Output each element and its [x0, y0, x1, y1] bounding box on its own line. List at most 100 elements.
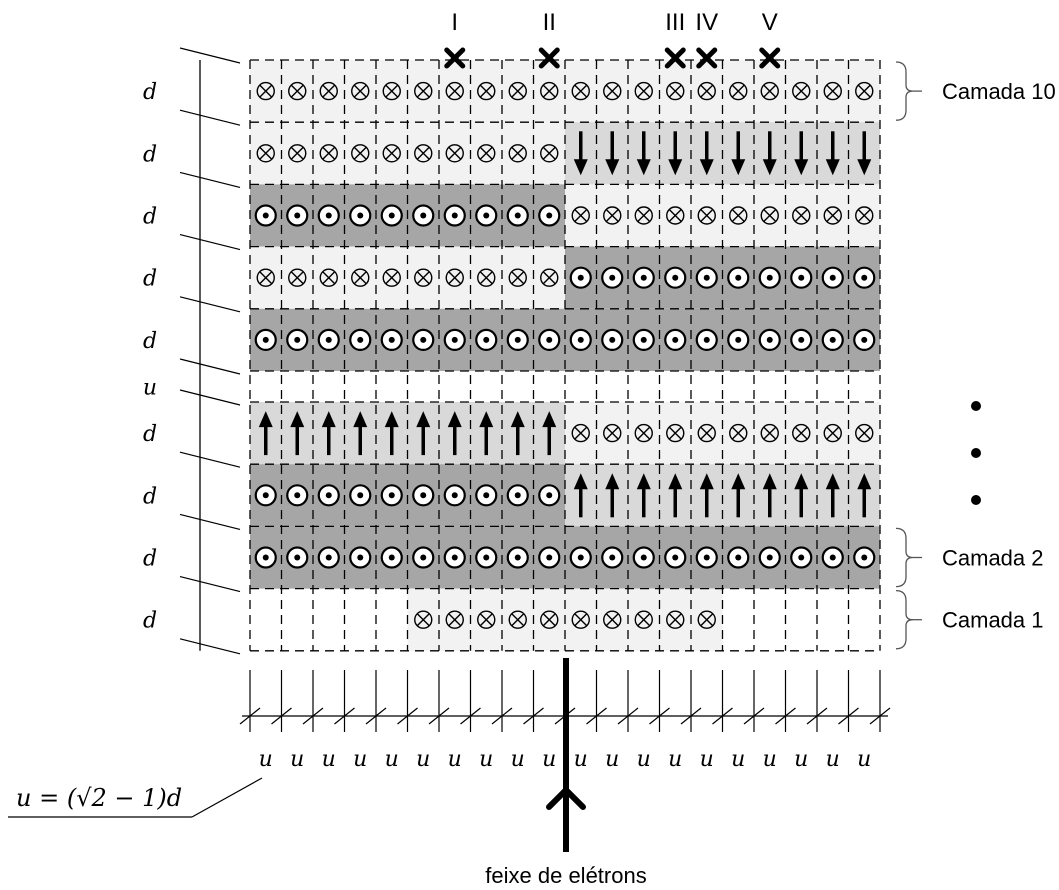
field-up-arrow	[762, 473, 777, 518]
horizontal-dimension-tick	[586, 707, 607, 725]
field-into-symbol	[729, 423, 748, 443]
field-into-symbol	[477, 610, 496, 629]
field-out-symbol	[286, 328, 309, 351]
field-into-symbol	[445, 81, 464, 101]
field-down-arrow	[636, 131, 651, 176]
field-out-symbol	[349, 484, 372, 507]
field-out-symbol	[853, 266, 876, 289]
field-out-symbol	[506, 546, 529, 569]
field-out-symbol	[853, 546, 876, 569]
field-up-arrow	[668, 473, 683, 518]
field-into-symbol	[508, 144, 527, 163]
horizontal-dimension-tick	[523, 707, 544, 725]
field-into-symbol	[351, 144, 370, 163]
field-out-symbol	[790, 546, 813, 569]
field-down-arrow	[731, 131, 746, 176]
field-out-symbol	[632, 266, 655, 289]
column-label: u	[322, 747, 336, 772]
field-up-arrow	[605, 473, 620, 518]
field-into-symbol	[414, 144, 433, 163]
field-out-symbol	[664, 328, 687, 351]
field-out-symbol	[317, 204, 340, 227]
field-up-arrow	[699, 473, 714, 518]
row-label: d	[143, 329, 157, 354]
field-into-symbol	[729, 206, 748, 225]
field-up-arrow	[290, 411, 305, 456]
column-label: u	[826, 747, 840, 772]
field-into-symbol	[760, 423, 779, 443]
horizontal-dimension-tick	[397, 707, 418, 725]
field-up-arrow	[857, 473, 872, 518]
field-out-symbol	[538, 204, 561, 227]
field-out-symbol	[727, 266, 750, 289]
field-into-symbol	[603, 423, 622, 443]
column-label: u	[637, 747, 651, 772]
vertical-dimension-tick	[179, 47, 241, 64]
field-into-symbol	[571, 423, 590, 443]
horizontal-dimension-tick	[302, 707, 324, 725]
field-into-symbol	[319, 144, 338, 163]
field-into-symbol	[508, 268, 527, 287]
field-up-arrow	[416, 411, 431, 456]
field-out-symbol	[821, 546, 844, 569]
row-label: d	[143, 142, 157, 167]
field-down-arrow	[825, 131, 840, 176]
column-label: u	[794, 747, 808, 772]
field-into-symbol	[760, 206, 779, 225]
field-down-arrow	[857, 131, 872, 176]
field-out-symbol	[569, 328, 592, 351]
brace	[895, 589, 914, 650]
column-label: u	[511, 747, 525, 772]
field-out-symbol	[286, 204, 309, 227]
layer-label-group: Camada 1	[895, 589, 1044, 650]
field-into-symbol	[571, 206, 590, 225]
field-into-symbol	[666, 610, 685, 629]
horizontal-dimension-tick	[239, 707, 261, 725]
field-up-arrow	[447, 411, 462, 456]
marker-cross	[696, 47, 718, 69]
field-into-symbol	[666, 423, 685, 443]
field-out-symbol	[317, 546, 340, 569]
field-out-symbol	[601, 546, 624, 569]
field-into-symbol	[603, 206, 622, 225]
row-label: d	[143, 422, 157, 447]
horizontal-dimension-tick	[617, 707, 639, 725]
field-into-symbol	[823, 206, 842, 225]
field-into-symbol	[288, 81, 307, 101]
field-into-symbol	[666, 81, 685, 101]
column-label: u	[290, 747, 304, 772]
field-out-symbol	[475, 328, 498, 351]
field-into-symbol	[414, 268, 433, 287]
field-up-arrow	[825, 473, 840, 518]
field-up-arrow	[258, 411, 273, 456]
field-out-symbol	[538, 484, 561, 507]
field-into-symbol	[729, 81, 748, 101]
field-out-symbol	[506, 328, 529, 351]
horizontal-dimension-tick	[649, 707, 670, 725]
vertical-dimension-tick	[179, 513, 241, 530]
field-into-symbol	[634, 423, 653, 443]
field-into-symbol	[634, 81, 653, 101]
layer-label: Camada 1	[942, 608, 1044, 633]
field-out-symbol	[758, 328, 781, 351]
field-out-symbol	[317, 484, 340, 507]
field-out-symbol	[286, 546, 309, 569]
column-label: u	[731, 747, 745, 772]
column-label: u	[700, 747, 714, 772]
marker-label: II	[543, 9, 556, 36]
field-out-symbol	[506, 204, 529, 227]
field-down-arrow	[794, 131, 809, 176]
field-up-arrow	[384, 411, 399, 456]
field-into-symbol	[792, 206, 811, 225]
horizontal-dimension-tick	[712, 707, 733, 725]
field-out-symbol	[317, 328, 340, 351]
field-out-symbol	[758, 546, 781, 569]
field-into-symbol	[697, 81, 716, 101]
column-label: u	[385, 747, 399, 772]
brace	[895, 61, 914, 121]
field-out-symbol	[349, 546, 372, 569]
field-out-symbol	[821, 328, 844, 351]
field-into-symbol	[256, 81, 275, 101]
horizontal-dimension-tick	[743, 707, 765, 725]
